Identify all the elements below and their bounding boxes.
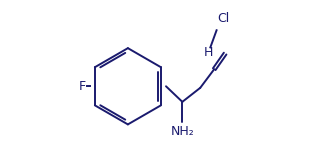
Text: Cl: Cl [218, 12, 230, 25]
Text: F: F [79, 80, 86, 93]
Text: H: H [203, 46, 213, 59]
Text: NH₂: NH₂ [170, 125, 194, 138]
